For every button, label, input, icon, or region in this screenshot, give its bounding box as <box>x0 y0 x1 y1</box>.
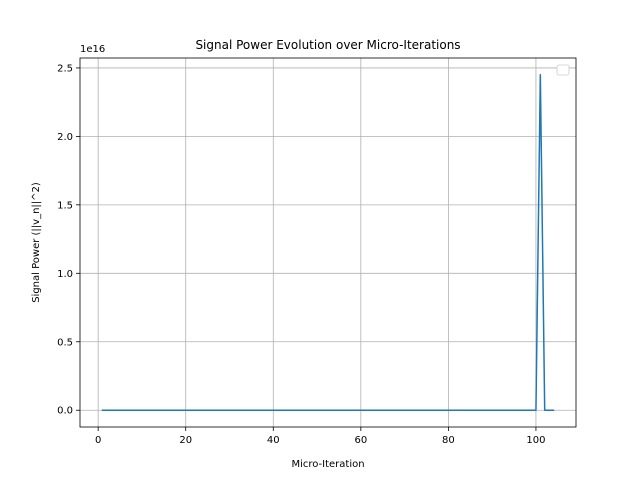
x-tick-label: 20 <box>179 435 192 446</box>
series-line-0 <box>101 74 555 411</box>
series-layer <box>101 74 555 411</box>
x-tick-label: 80 <box>442 435 455 446</box>
y-tick-label: 0.5 <box>57 337 73 348</box>
y-offset-label: 1e16 <box>80 44 105 55</box>
ticks: 0 20 40 60 80 100 0.0 0.5 1.0 1.5 2.0 2.5 <box>57 63 545 446</box>
y-tick-label: 1.5 <box>57 200 73 211</box>
y-tick-label: 2.5 <box>57 63 73 74</box>
chart-title: Signal Power Evolution over Micro-Iterat… <box>195 38 460 52</box>
axes-frame <box>79 57 577 428</box>
x-tick-label: 60 <box>354 435 367 446</box>
x-tick-label: 0 <box>95 435 101 446</box>
y-axis-label: Signal Power (||v_n||^2) <box>31 182 42 303</box>
x-tick-label: 40 <box>267 435 280 446</box>
legend-box <box>556 64 570 76</box>
x-tick-label: 100 <box>526 435 545 446</box>
grid-lines <box>80 58 576 427</box>
y-tick-label: 0.0 <box>57 406 73 417</box>
x-axis-label: Micro-Iteration <box>291 459 364 470</box>
y-tick-label: 2.0 <box>57 132 73 143</box>
y-tick-label: 1.0 <box>57 269 73 280</box>
